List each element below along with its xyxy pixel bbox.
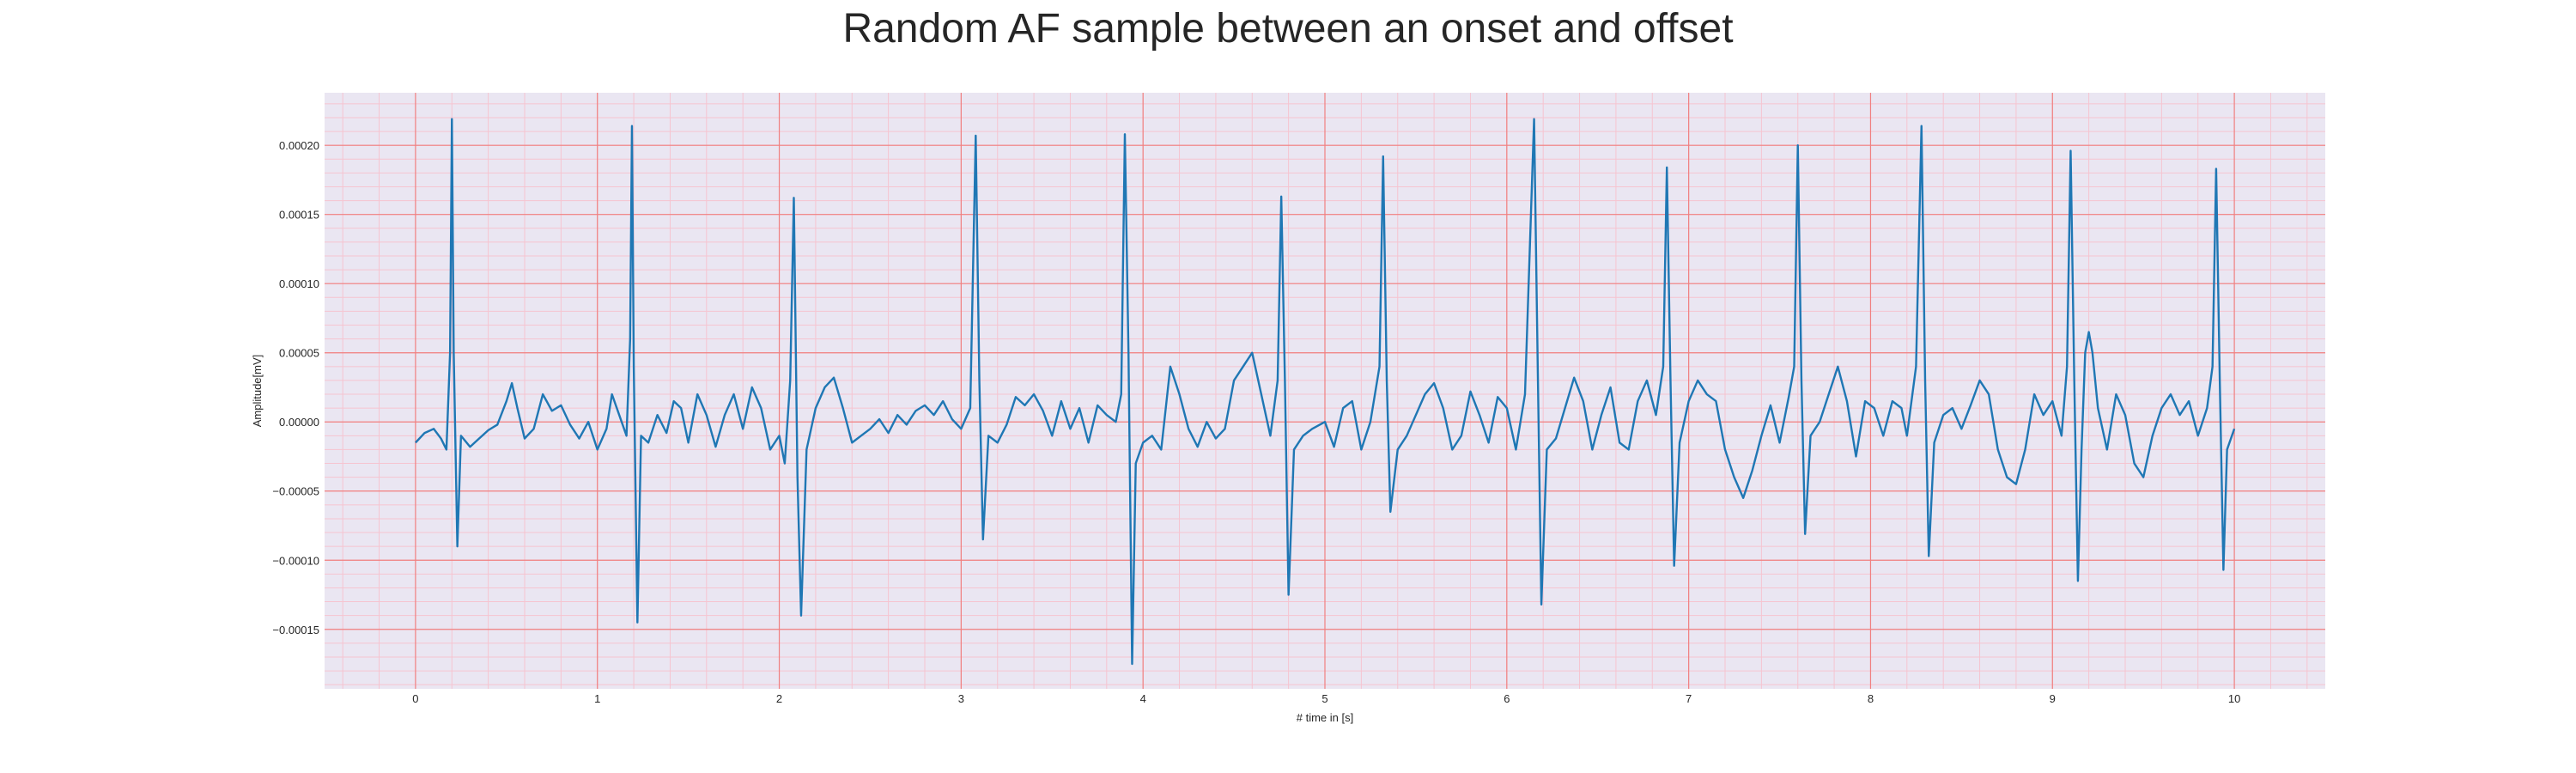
x-tick-label: 7 — [1686, 692, 1692, 705]
x-tick-label: 6 — [1504, 692, 1510, 705]
y-tick-label: 0.00005 — [279, 347, 319, 360]
y-tick-label: −0.00015 — [272, 624, 319, 636]
y-tick-label: 0.00010 — [279, 277, 319, 290]
x-tick-label: 8 — [1868, 692, 1874, 705]
y-tick-label: 0.00020 — [279, 139, 319, 152]
x-axis-label: # time in [s] — [1297, 711, 1353, 724]
y-tick-label: 0.00000 — [279, 416, 319, 429]
x-tick-label: 10 — [2228, 692, 2240, 705]
y-axis-label: Amplitude[mV] — [251, 355, 264, 428]
x-tick-label: 2 — [776, 692, 782, 705]
x-tick-label: 4 — [1140, 692, 1146, 705]
y-tick-label: 0.00015 — [279, 209, 319, 222]
y-tick-label: −0.00010 — [272, 554, 319, 567]
x-tick-label: 3 — [958, 692, 964, 705]
y-tick-labels: −0.00015 −0.00010 −0.00005 0.00000 0.00005 0.… — [272, 139, 319, 636]
x-tick-label: 5 — [1321, 692, 1327, 705]
chart-title: Random AF sample between an onset and of… — [842, 6, 1734, 52]
y-tick-label: −0.00005 — [272, 485, 319, 498]
x-tick-label: 1 — [594, 692, 600, 705]
ecg-signal-line — [415, 118, 2236, 666]
x-tick-label: 0 — [412, 692, 418, 705]
x-tick-label: 9 — [2050, 692, 2056, 705]
x-tick-labels: 0 1 2 3 4 5 6 7 8 9 10 — [412, 692, 2240, 705]
